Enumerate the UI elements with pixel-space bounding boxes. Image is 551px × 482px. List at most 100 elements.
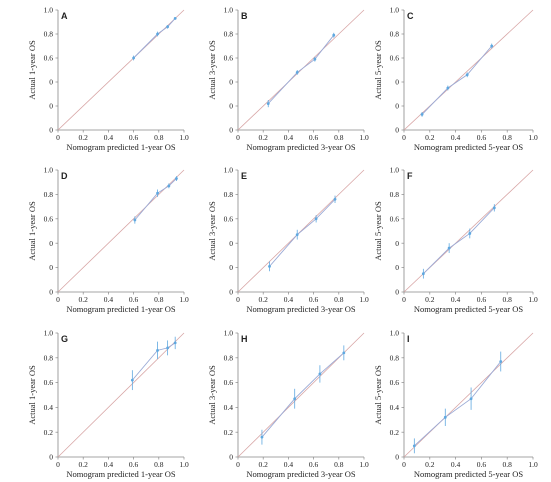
- calibration-point: [156, 32, 159, 36]
- x-tick-label: 0.8: [334, 295, 344, 304]
- y-axis-title: Actual 3-year OS: [207, 201, 217, 261]
- calibration-point: [421, 272, 425, 276]
- calibration-point: [412, 444, 416, 448]
- panel-label: D: [61, 171, 68, 181]
- y-axis-title: Actual 5-year OS: [373, 365, 383, 425]
- calibration-point: [318, 372, 322, 376]
- panel-label: I: [407, 334, 410, 344]
- calibration-line: [131, 342, 176, 381]
- calibration-point: [173, 341, 177, 345]
- y-tick-label: 0: [229, 263, 233, 272]
- calibration-point: [342, 351, 346, 355]
- x-tick-label: 0.8: [503, 295, 513, 304]
- y-tick-label: 0: [229, 102, 233, 111]
- calibration-point: [293, 397, 297, 401]
- x-tick-label: 0: [56, 295, 60, 304]
- x-tick-label: 1.0: [179, 133, 189, 142]
- calibration-point: [268, 264, 271, 268]
- y-axis-title: Actual 5-year OS: [373, 201, 383, 261]
- panel-label: F: [407, 171, 413, 181]
- calibration-point: [166, 25, 170, 29]
- calibration-point: [133, 218, 137, 222]
- x-tick-label: 1.0: [528, 133, 538, 142]
- y-tick-label: 0.6: [44, 378, 54, 387]
- y-tick-label: 0: [395, 288, 399, 297]
- y-tick-label: 0.2: [390, 428, 400, 437]
- calibration-point: [492, 206, 496, 210]
- calibration-point: [443, 415, 447, 419]
- y-tick-label: 0: [229, 239, 233, 248]
- x-tick-label: 0.2: [425, 133, 435, 142]
- calibration-point: [266, 102, 270, 105]
- x-axis-title: Nomogram predicted 1-year OS: [66, 142, 176, 152]
- x-tick-label: 0.4: [451, 295, 461, 304]
- x-axis-title: Nomogram predicted 5-year OS: [414, 304, 524, 314]
- x-axis-title: Nomogram predicted 3-year OS: [246, 142, 356, 152]
- y-tick-label: 0.4: [224, 403, 234, 412]
- calibration-line: [421, 45, 493, 115]
- x-tick-label: 0.6: [477, 460, 487, 469]
- y-tick-label: 1.0: [224, 329, 234, 338]
- calibration-point: [333, 197, 337, 201]
- y-axis-title: Actual 5-year OS: [373, 40, 383, 100]
- y-tick-label: 0.6: [224, 214, 234, 223]
- y-axis-title: Actual 1-year OS: [27, 365, 37, 425]
- calibration-point: [295, 233, 299, 237]
- y-tick-label: 1.0: [224, 6, 234, 15]
- x-tick-label: 0.2: [79, 295, 89, 304]
- calibration-point: [166, 346, 170, 350]
- y-tick-label: 0.6: [44, 54, 54, 63]
- x-tick-label: 0.4: [451, 133, 461, 142]
- x-tick-label: 0.8: [154, 295, 164, 304]
- calibration-panel-i: 0 0.2 0.4 0.6 0.8 1.0 0 0.2 0.4 0.6 0.8 1.0 Nomogram…: [373, 329, 538, 479]
- x-tick-label: 1.0: [359, 460, 369, 469]
- y-tick-label: 0: [229, 78, 233, 87]
- calibration-point: [156, 348, 159, 352]
- y-tick-label: 0: [395, 239, 399, 248]
- y-axis-title: Actual 1-year OS: [27, 40, 37, 100]
- y-tick-label: 0: [49, 126, 53, 135]
- y-tick-label: 0.8: [44, 190, 54, 199]
- x-tick-label: 0.6: [309, 295, 319, 304]
- y-tick-label: 0: [49, 239, 53, 248]
- y-tick-label: 0.6: [390, 54, 400, 63]
- y-axis-title: Actual 1-year OS: [27, 201, 37, 261]
- calibration-point: [499, 360, 503, 363]
- x-tick-label: 0.6: [129, 295, 139, 304]
- x-tick-label: 0.6: [309, 460, 319, 469]
- calibration-point: [465, 73, 469, 77]
- x-tick-label: 0.8: [503, 460, 513, 469]
- y-tick-label: 1.0: [390, 166, 400, 175]
- x-tick-label: 0.4: [284, 460, 294, 469]
- x-tick-label: 0.4: [104, 460, 114, 469]
- x-axis-title: Nomogram predicted 3-year OS: [246, 469, 356, 479]
- calibration-point: [175, 177, 178, 180]
- x-tick-label: 1.0: [359, 133, 369, 142]
- calibration-point: [447, 246, 451, 250]
- calibration-point: [173, 17, 177, 20]
- calibration-point: [420, 113, 424, 116]
- calibration-panel-h: 0 0.2 0.4 0.6 0.8 1.000.20.40.60.81.0Nomogram…: [207, 329, 369, 479]
- x-tick-label: 0.6: [477, 133, 487, 142]
- calibration-line: [261, 352, 345, 438]
- x-tick-label: 0.4: [284, 295, 294, 304]
- x-tick-label: 0: [56, 133, 60, 142]
- calibration-line: [423, 207, 495, 275]
- x-tick-label: 0.4: [284, 133, 294, 142]
- y-tick-label: 0: [229, 288, 233, 297]
- y-tick-label: 0.8: [224, 30, 234, 39]
- calibration-point: [314, 217, 318, 221]
- y-tick-label: 0.6: [44, 214, 54, 223]
- y-tick-label: 0.6: [224, 378, 234, 387]
- calibration-point: [130, 378, 134, 382]
- y-tick-label: 0.8: [390, 190, 400, 199]
- x-axis-title: Nomogram predicted 1-year OS: [66, 469, 176, 479]
- x-tick-label: 1.0: [179, 460, 189, 469]
- y-tick-label: 0.6: [390, 214, 400, 223]
- x-tick-label: 1.0: [179, 295, 189, 304]
